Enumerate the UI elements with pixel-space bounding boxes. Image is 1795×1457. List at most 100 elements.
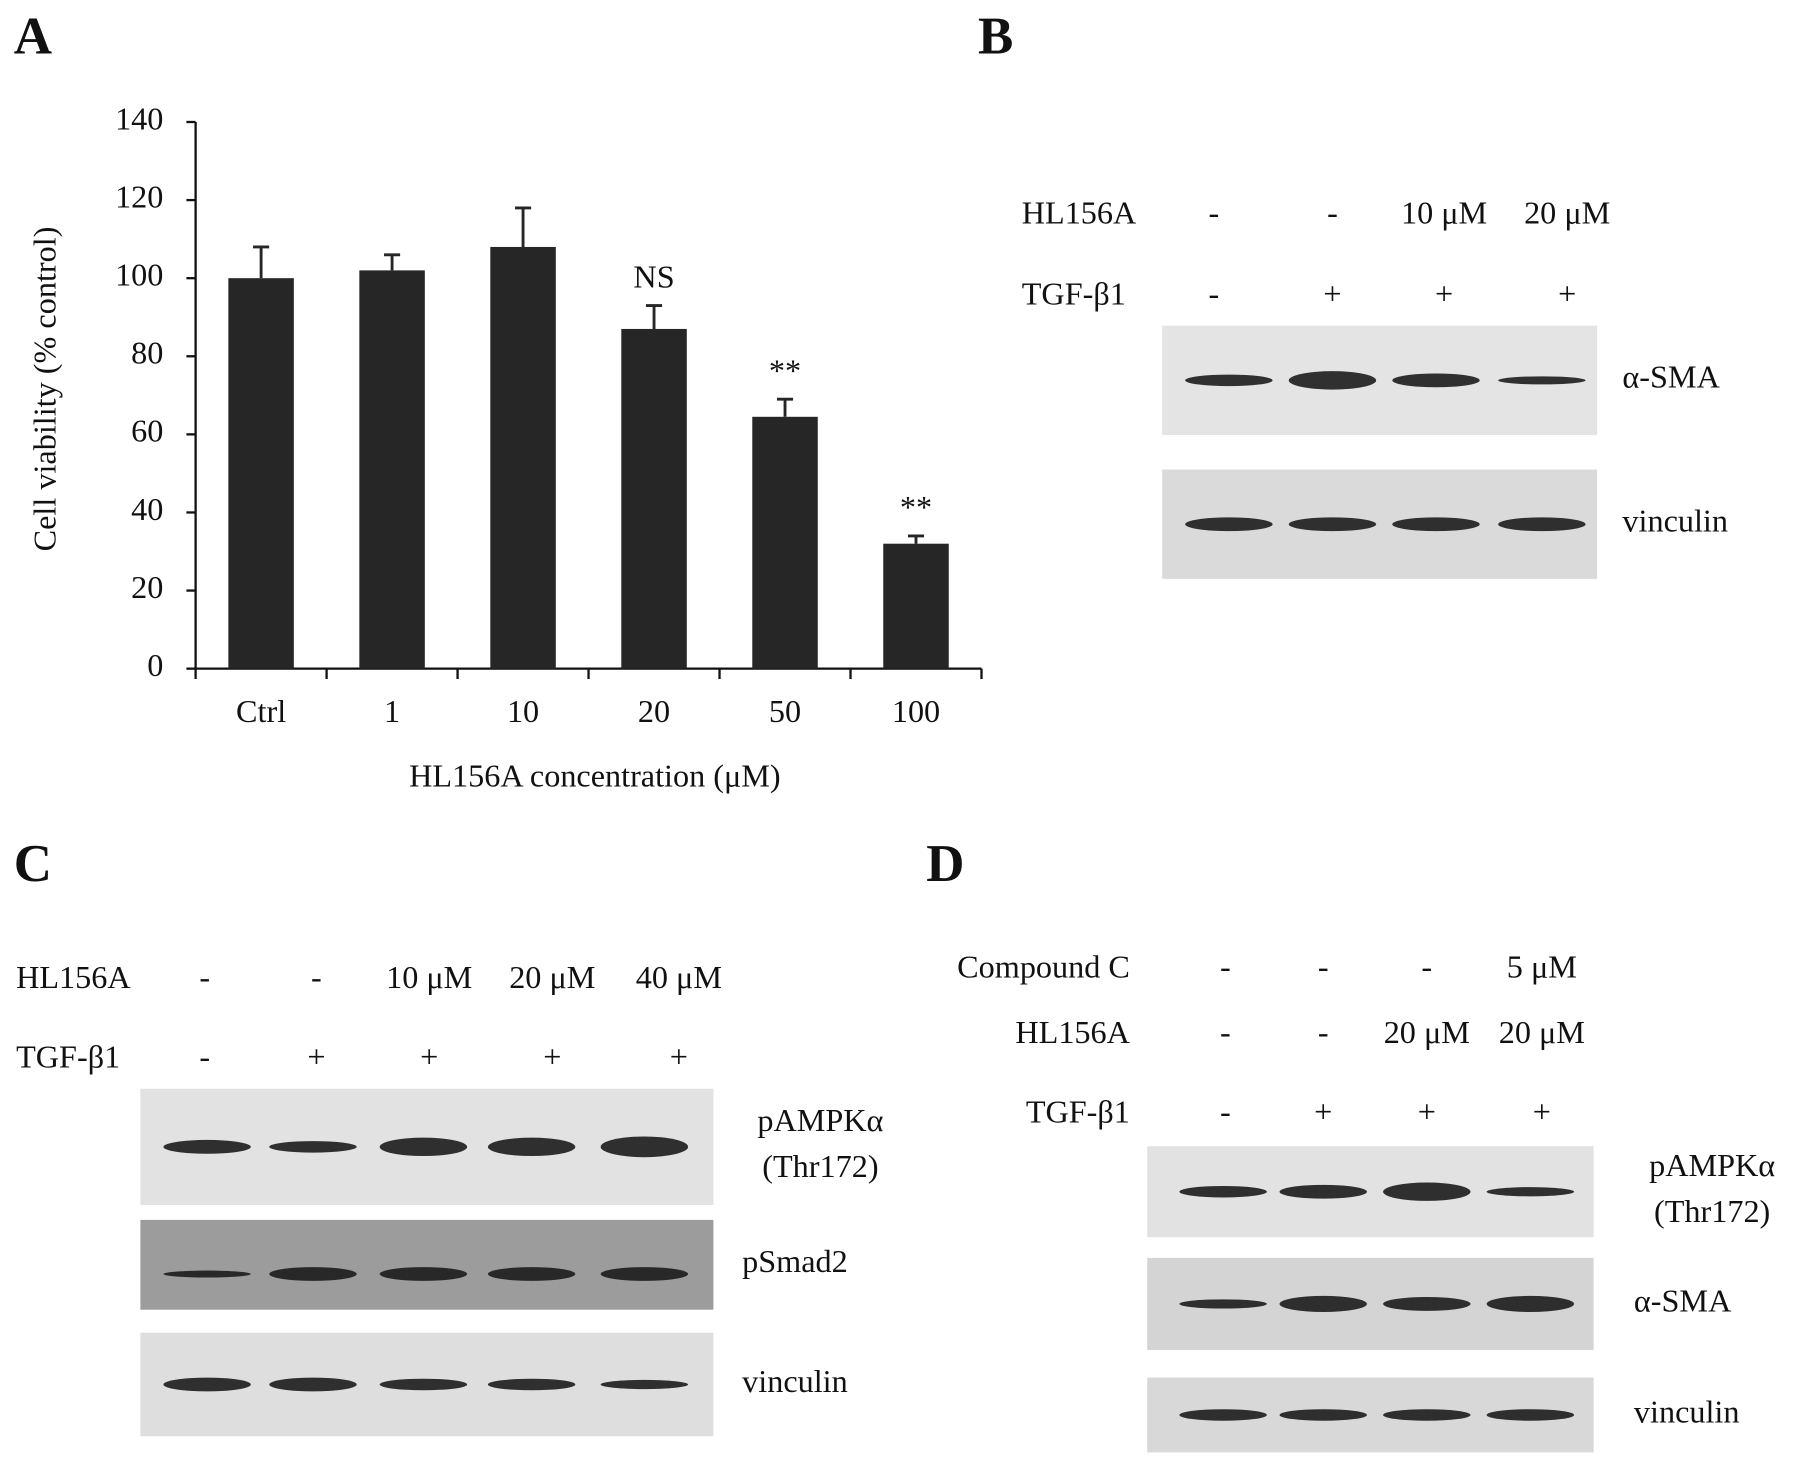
condition-value: - <box>199 959 210 995</box>
panel-label: D <box>926 835 964 893</box>
protein-label: (Thr172) <box>762 1148 878 1184</box>
condition-value: - <box>1327 195 1338 231</box>
blot-band <box>1486 1409 1575 1421</box>
blot-band <box>1279 1409 1367 1421</box>
error-bar <box>907 534 925 544</box>
panel-label: A <box>14 8 52 66</box>
condition-value: + <box>670 1038 688 1074</box>
condition-value: 40 μM <box>636 959 722 995</box>
protein-label: (Thr172) <box>1654 1193 1770 1229</box>
condition-value: + <box>420 1038 438 1074</box>
blot-band <box>163 1139 251 1154</box>
condition-value: + <box>307 1038 325 1074</box>
bar <box>228 278 294 669</box>
condition-label: TGF-β1 <box>1026 1094 1130 1130</box>
blot-band <box>1179 1299 1267 1309</box>
y-tick-label: 20 <box>131 569 163 605</box>
condition-value: 20 μM <box>1524 195 1610 231</box>
blot-band <box>1179 1409 1267 1421</box>
x-tick-label: 1 <box>384 693 400 729</box>
blot-membrane <box>140 1219 714 1310</box>
condition-label: HL156A <box>1015 1014 1130 1050</box>
condition-value: + <box>543 1038 561 1074</box>
blot-band <box>1486 1187 1575 1197</box>
blot-band <box>269 1267 357 1281</box>
condition-value: + <box>1323 275 1341 311</box>
protein-label: vinculin <box>1622 503 1728 539</box>
x-tick-label: 50 <box>769 693 801 729</box>
blot-band <box>163 1377 251 1392</box>
blot-band <box>1486 1295 1575 1312</box>
blot-band <box>1392 517 1480 532</box>
blot-band <box>269 1141 357 1153</box>
blot-band <box>600 1136 689 1158</box>
blot-band <box>1392 373 1480 388</box>
blot-band <box>1279 1295 1367 1312</box>
condition-label: Compound C <box>957 949 1130 985</box>
blot-band <box>1383 1297 1471 1311</box>
condition-label: TGF-β1 <box>1022 275 1126 311</box>
protein-label: pAMPKα <box>1649 1147 1775 1183</box>
condition-label: HL156A <box>16 959 131 995</box>
condition-value: - <box>1421 949 1432 985</box>
blot-band <box>1185 517 1273 532</box>
condition-label: TGF-β1 <box>16 1038 120 1074</box>
condition-value: - <box>1318 1014 1329 1050</box>
significance-label: ** <box>900 489 932 525</box>
error-bar <box>776 397 794 417</box>
significance-label: NS <box>633 259 674 295</box>
protein-label: vinculin <box>1634 1393 1740 1429</box>
x-tick-label: Ctrl <box>236 693 286 729</box>
blot-band <box>487 1137 576 1157</box>
blot-band <box>487 1267 576 1281</box>
protein-label: pAMPKα <box>757 1102 883 1138</box>
blot-band <box>269 1377 357 1392</box>
bar <box>359 270 425 669</box>
condition-value: 10 μM <box>386 959 472 995</box>
blot-band <box>1288 371 1377 390</box>
condition-label: HL156A <box>1022 195 1137 231</box>
y-tick-label: 100 <box>115 257 163 293</box>
blot-band <box>379 1137 468 1157</box>
blot-band <box>1498 517 1586 532</box>
y-tick-label: 40 <box>131 491 163 527</box>
blot-band <box>1179 1185 1267 1198</box>
error-bar <box>253 245 270 279</box>
condition-value: + <box>1314 1094 1332 1130</box>
y-tick-label: 140 <box>115 100 163 136</box>
blot-band <box>600 1267 689 1281</box>
condition-value: - <box>1209 195 1220 231</box>
blot-band <box>1279 1184 1367 1199</box>
error-bar <box>515 206 532 247</box>
panel-label: B <box>978 8 1013 66</box>
blot-band <box>1185 374 1273 387</box>
protein-label: vinculin <box>742 1363 848 1399</box>
y-axis-label: Cell viability (% control) <box>27 227 63 552</box>
condition-value: 20 μM <box>509 959 595 995</box>
significance-label: ** <box>769 352 801 388</box>
condition-value: - <box>1220 1094 1231 1130</box>
condition-value: 20 μM <box>1384 1014 1470 1050</box>
condition-value: + <box>1418 1094 1436 1130</box>
blot-band <box>1498 376 1586 385</box>
condition-value: 10 μM <box>1401 195 1487 231</box>
condition-value: 5 μM <box>1507 949 1577 985</box>
y-tick-label: 60 <box>131 413 163 449</box>
condition-value: + <box>1533 1094 1551 1130</box>
protein-label: α-SMA <box>1622 359 1720 395</box>
condition-value: 20 μM <box>1499 1014 1585 1050</box>
bar <box>490 246 556 669</box>
condition-value: - <box>1209 275 1220 311</box>
error-bar <box>645 304 663 329</box>
condition-value: - <box>1220 1014 1231 1050</box>
protein-label: α-SMA <box>1634 1282 1732 1318</box>
condition-value: - <box>311 959 322 995</box>
x-tick-label: 20 <box>638 693 670 729</box>
blot-band <box>379 1378 468 1391</box>
blot-band <box>1383 1182 1471 1201</box>
condition-value: + <box>1435 275 1453 311</box>
x-tick-label: 10 <box>507 693 539 729</box>
y-tick-label: 120 <box>115 178 163 214</box>
y-tick-label: 80 <box>131 335 163 371</box>
condition-value: - <box>199 1038 210 1074</box>
